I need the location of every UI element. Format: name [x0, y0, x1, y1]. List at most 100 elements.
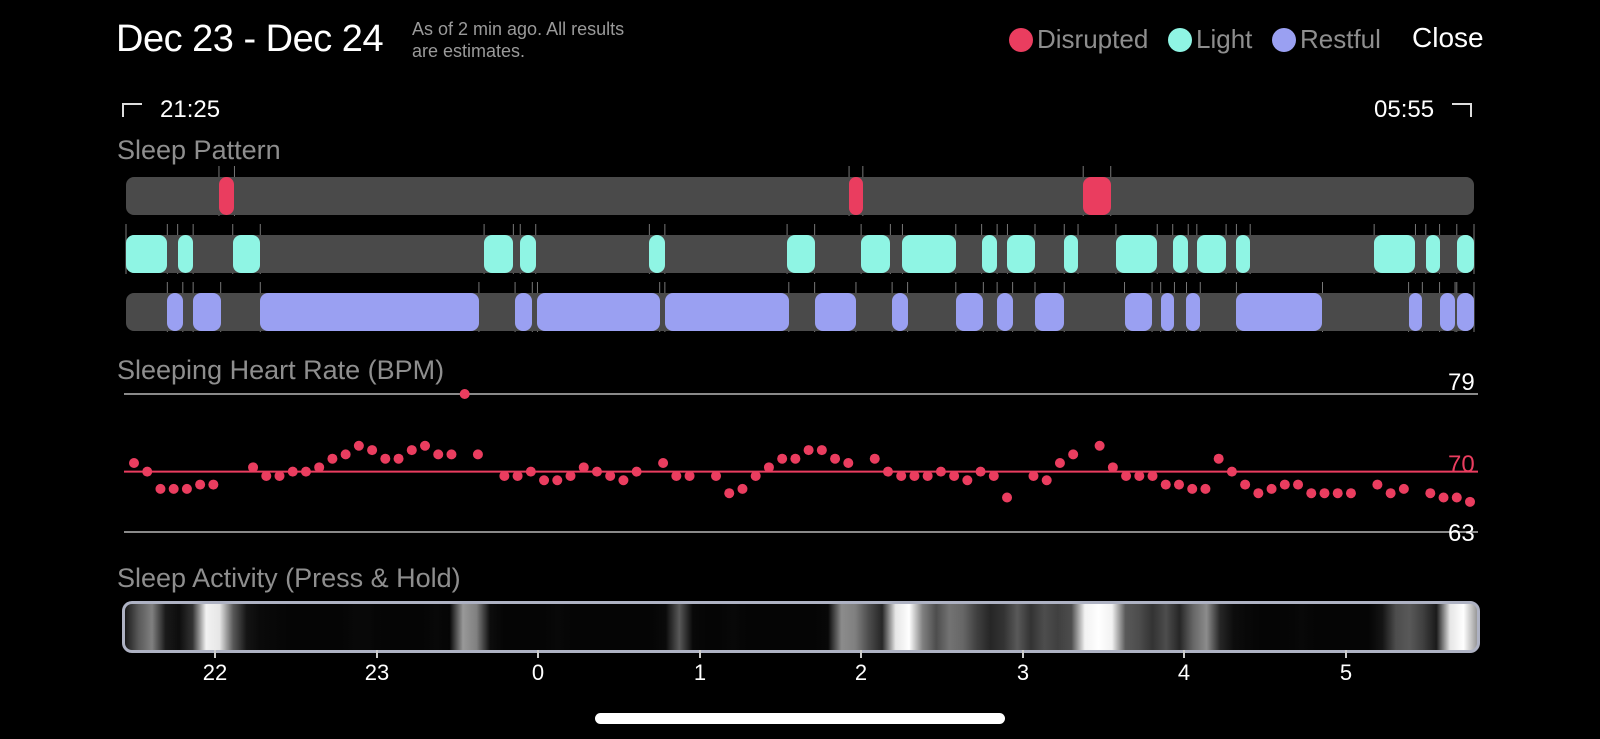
hr-point	[1332, 488, 1343, 499]
hr-point	[1107, 462, 1118, 473]
restful-track[interactable]	[126, 293, 1474, 331]
legend-restful-label: Restful	[1300, 24, 1381, 54]
range-end-time: 05:55	[1374, 96, 1435, 123]
axis-tick-mark	[376, 650, 378, 658]
hr-point	[208, 479, 219, 490]
hr-point	[1398, 483, 1409, 494]
axis-tick-mark	[1183, 650, 1185, 658]
light-segment	[520, 235, 536, 273]
light-segment	[1196, 235, 1227, 273]
hr-point	[459, 389, 470, 399]
hr-point	[988, 470, 999, 481]
restful-segment	[1186, 293, 1201, 331]
hr-point	[433, 449, 444, 460]
hr-max-label: 79	[1448, 369, 1475, 396]
hr-point	[1240, 479, 1251, 490]
restful-segment	[515, 293, 533, 331]
hr-point	[446, 449, 457, 460]
legend-disrupted: Disrupted	[1009, 24, 1148, 55]
hr-point	[1345, 488, 1356, 499]
hr-point	[406, 445, 417, 456]
hr-point	[1253, 488, 1264, 499]
hr-min-label: 63	[1448, 520, 1475, 547]
light-segment	[787, 235, 815, 273]
hr-point	[591, 466, 602, 477]
hr-point	[1054, 458, 1065, 468]
restful-segment	[167, 293, 183, 331]
axis-tick-mark	[699, 650, 701, 658]
light-segment	[1064, 235, 1079, 273]
axis-tick-label: 5	[1339, 660, 1353, 685]
hr-point	[155, 483, 166, 494]
sleep-activity-bar[interactable]	[122, 601, 1480, 653]
hr-point	[274, 470, 285, 481]
hr-point	[763, 462, 774, 473]
hr-point	[975, 466, 986, 477]
hr-point	[248, 462, 259, 473]
restful-dot-icon	[1272, 27, 1296, 52]
hr-point	[287, 466, 298, 477]
hr-point	[737, 483, 748, 494]
hr-point	[1068, 449, 1079, 460]
disrupted-track[interactable]	[126, 177, 1474, 215]
axis-tick-label: 23	[364, 660, 390, 685]
hr-point	[1200, 483, 1211, 494]
hr-point	[1002, 492, 1013, 503]
hr-point	[142, 466, 153, 477]
home-indicator[interactable]	[595, 713, 1005, 724]
hr-point	[300, 466, 311, 477]
restful-segment	[997, 293, 1013, 331]
hr-point	[631, 466, 642, 477]
hr-point	[353, 440, 364, 451]
hr-point	[1438, 492, 1449, 503]
hr-point	[1319, 488, 1330, 499]
axis-tick-mark	[1022, 650, 1024, 658]
hr-point	[882, 466, 893, 477]
restful-segment	[537, 293, 660, 331]
hr-point	[1147, 470, 1158, 481]
hr-point	[830, 453, 841, 464]
restful-segment	[1456, 293, 1474, 331]
hr-point	[711, 470, 722, 481]
hr-point	[1173, 479, 1184, 490]
hr-point	[552, 475, 563, 486]
restful-segment	[260, 293, 479, 331]
heart-rate-chart[interactable]	[0, 380, 1600, 560]
close-button[interactable]: Close	[1412, 22, 1484, 53]
range-start: 21:25	[122, 96, 220, 124]
legend-light-label: Light	[1196, 24, 1253, 54]
hr-point	[181, 483, 192, 494]
page-title: Dec 23 - Dec 24	[116, 18, 384, 60]
hr-point	[340, 449, 351, 460]
legend-disrupted-label: Disrupted	[1037, 24, 1149, 54]
axis-tick-label: 22	[202, 660, 228, 685]
restful-segment	[1408, 293, 1423, 331]
hr-point	[261, 470, 272, 481]
range-start-time: 21:25	[160, 96, 221, 123]
axis-tick-mark	[537, 650, 539, 658]
axis-tick-mark	[214, 650, 216, 658]
hr-point	[1134, 470, 1145, 481]
light-track[interactable]	[126, 235, 1474, 273]
restful-segment	[664, 293, 789, 331]
sleep-pattern-title: Sleep Pattern	[117, 135, 281, 165]
light-segment	[1425, 235, 1440, 273]
restful-segment	[193, 293, 221, 331]
light-segment	[1456, 235, 1474, 273]
range-end: 05:55	[1374, 96, 1473, 124]
restful-segment	[1439, 293, 1456, 331]
hr-point	[1425, 488, 1436, 499]
hr-point	[472, 449, 483, 460]
hr-point	[922, 470, 933, 481]
hr-point	[1213, 453, 1224, 464]
bracket-left-icon	[122, 103, 142, 117]
disrupted-segment	[218, 177, 235, 215]
axis-tick-mark	[860, 650, 862, 658]
hr-point	[816, 445, 827, 456]
hr-point	[367, 445, 378, 456]
hr-point	[909, 470, 920, 481]
hr-point	[420, 440, 431, 451]
hr-point	[1451, 492, 1462, 503]
axis-tick-label: 0	[531, 660, 545, 685]
light-segment	[1236, 235, 1251, 273]
